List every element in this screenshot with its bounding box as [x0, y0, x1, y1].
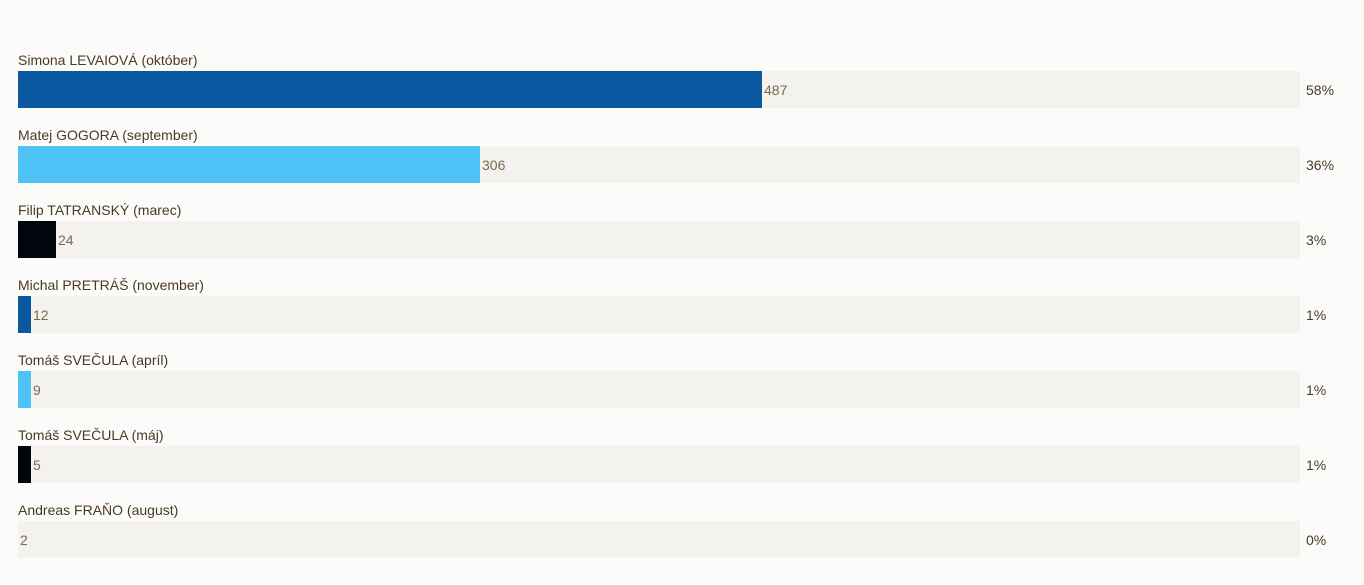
bar-label: Filip TATRANSKÝ (marec): [18, 202, 182, 218]
bar-track: 5: [18, 446, 1300, 483]
bar-row: Simona LEVAIOVÁ (október) 487 58%: [18, 51, 1348, 126]
bar-percent-label: 3%: [1306, 232, 1327, 248]
bar-label: Andreas FRAŇO (august): [18, 502, 179, 518]
bar-row: Andreas FRAŇO (august) 2 0%: [18, 501, 1348, 576]
bar-label: Matej GOGORA (september): [18, 127, 198, 143]
bar-label: Tomáš SVEČULA (apríl): [18, 352, 169, 368]
bar-row: Filip TATRANSKÝ (marec) 24 3%: [18, 201, 1348, 276]
bar-track: 24: [18, 221, 1300, 258]
bar-value-label: 24: [58, 232, 74, 248]
bar-track: 306: [18, 146, 1300, 183]
bar: [18, 146, 480, 183]
bar: [18, 296, 31, 333]
bar: [18, 371, 31, 408]
bar-value-label: 9: [33, 382, 41, 398]
bar-row: Tomáš SVEČULA (apríl) 9 1%: [18, 351, 1348, 426]
bar-label: Simona LEVAIOVÁ (október): [18, 52, 198, 68]
bar-row: Michal PRETRÁŠ (november) 12 1%: [18, 276, 1348, 351]
bar-percent-label: 1%: [1306, 382, 1327, 398]
bar-percent-label: 36%: [1306, 157, 1335, 173]
bar: [18, 71, 762, 108]
bar-value-label: 2: [20, 532, 28, 548]
bar-track: 487: [18, 71, 1300, 108]
bar-percent-label: 0%: [1306, 532, 1327, 548]
bar-value-label: 306: [482, 157, 506, 173]
bar-track: 2: [18, 521, 1300, 558]
bar-row: Matej GOGORA (september) 306 36%: [18, 126, 1348, 201]
bar-value-label: 487: [764, 82, 788, 98]
bar-percent-label: 1%: [1306, 307, 1327, 323]
bar-track: 9: [18, 371, 1300, 408]
bar-row: Tomáš SVEČULA (máj) 5 1%: [18, 426, 1348, 501]
bar-percent-label: 1%: [1306, 457, 1327, 473]
bar-label: Michal PRETRÁŠ (november): [18, 277, 204, 293]
bar-value-label: 5: [33, 457, 41, 473]
bar-label: Tomáš SVEČULA (máj): [18, 427, 164, 443]
bar: [18, 446, 31, 483]
bar-track: 12: [18, 296, 1300, 333]
bar-percent-label: 58%: [1306, 82, 1335, 98]
bar-value-label: 12: [33, 307, 49, 323]
bar: [18, 221, 56, 258]
